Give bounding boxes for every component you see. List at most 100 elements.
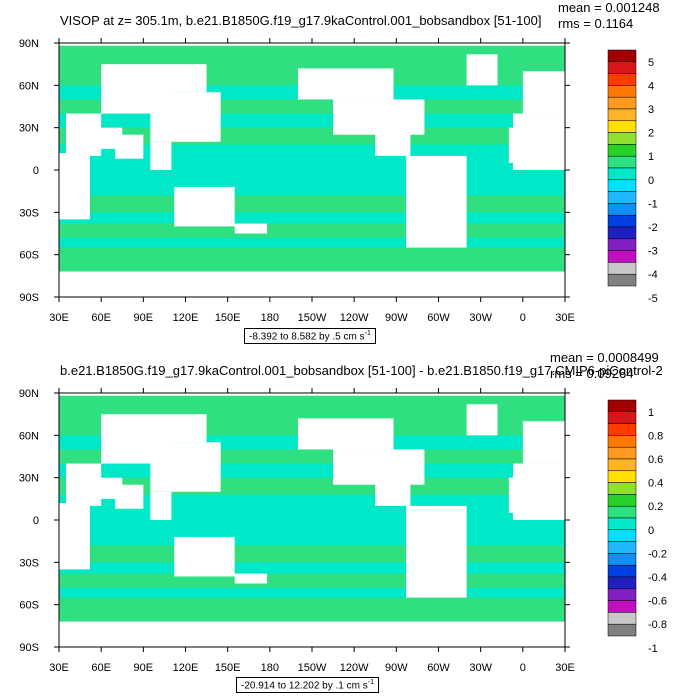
x-tick-label: 120W xyxy=(340,662,369,674)
land-mask xyxy=(234,573,268,584)
colorbar-cell xyxy=(607,517,637,531)
colorbar-cell xyxy=(607,226,637,240)
x-tick-label: 90E xyxy=(134,312,154,324)
x-tick-label: 180 xyxy=(261,662,279,674)
colorbar-label: -5 xyxy=(648,293,658,305)
y-tick-label: 90N xyxy=(19,38,39,50)
colorbar-cell xyxy=(607,250,637,263)
y-tick-label: 60S xyxy=(19,600,39,612)
x-tick-label: 60E xyxy=(91,662,111,674)
x-tick-label: 30E xyxy=(49,312,69,324)
x-tick-label: 90W xyxy=(385,312,408,324)
colorbar-cell xyxy=(607,470,637,483)
colorbar-cell xyxy=(607,588,637,601)
colorbar-cell xyxy=(607,61,637,74)
colorbar-cell xyxy=(607,423,637,436)
land-mask xyxy=(406,155,467,248)
colorbar-label: 2 xyxy=(648,128,654,140)
mean-stat: mean = 0.0008499 xyxy=(550,350,659,365)
land-mask xyxy=(512,463,565,520)
colorbar-cell xyxy=(607,600,637,613)
colorbar-cell xyxy=(607,73,637,86)
colorbar-label: -0.2 xyxy=(648,548,667,560)
x-tick-label: 180 xyxy=(261,312,279,324)
land-mask xyxy=(150,141,172,170)
antarctica-mask xyxy=(59,271,565,297)
x-tick-label: 150W xyxy=(298,312,327,324)
y-tick-label: 0 xyxy=(33,515,39,527)
colorbar-label: 1 xyxy=(648,407,654,419)
colorbar-cell xyxy=(607,576,637,590)
chart-panel-2: b.e21.B1850G.f19_g17.9kaControl.001_bobs… xyxy=(0,350,700,700)
colorbar-cell xyxy=(607,120,637,133)
x-tick-label: 30W xyxy=(469,312,492,324)
x-tick-label: 30E xyxy=(49,662,69,674)
x-tick-label: 90W xyxy=(385,662,408,674)
antarctica-mask xyxy=(59,621,565,647)
colorbar-label: -0.8 xyxy=(648,619,667,631)
land-mask xyxy=(115,134,144,159)
colorbar-cell xyxy=(607,494,637,507)
contour-range-unit-exponent: -1 xyxy=(367,679,374,686)
colorbar-cell xyxy=(607,96,637,110)
colorbar-cell xyxy=(607,132,637,145)
x-tick-label: 90E xyxy=(134,662,154,674)
land-mask xyxy=(87,477,123,499)
x-tick-label: 60W xyxy=(427,312,450,324)
colorbar-label: 1 xyxy=(648,151,654,163)
land-mask xyxy=(466,404,498,436)
land-mask xyxy=(333,99,425,135)
x-tick-label: 60W xyxy=(427,662,450,674)
colorbar-cell xyxy=(607,85,637,98)
land-mask xyxy=(87,127,123,149)
colorbar-cell xyxy=(607,49,637,63)
colorbar-cell xyxy=(607,214,637,228)
colorbar-cell xyxy=(607,262,637,275)
x-tick-label: 150W xyxy=(298,662,327,674)
land-mask xyxy=(115,484,144,509)
colorbar-cell xyxy=(607,564,637,578)
colorbar-cell xyxy=(607,144,637,157)
y-tick-label: 60N xyxy=(19,80,39,92)
colorbar-label: -0.6 xyxy=(648,596,667,608)
contour-range-box: -20.914 to 12.202 by .1 cm s-1 xyxy=(236,677,379,694)
x-tick-label: 0 xyxy=(520,312,526,324)
colorbar-cell xyxy=(607,505,637,519)
colorbar-label: 3 xyxy=(648,104,654,116)
positive-band xyxy=(59,195,565,213)
colorbar-cell xyxy=(607,179,637,192)
colorbar-cell xyxy=(607,458,637,472)
land-mask xyxy=(297,418,394,450)
colorbar-label: 0 xyxy=(648,525,654,537)
land-mask xyxy=(512,113,565,170)
colorbar-label: -2 xyxy=(648,222,658,234)
y-tick-label: 30S xyxy=(19,557,39,569)
colorbar-label: 0.8 xyxy=(648,430,663,442)
x-tick-label: 120E xyxy=(173,312,199,324)
land-mask xyxy=(199,92,221,121)
colorbar-cell xyxy=(607,238,637,251)
colorbar-label: 0.4 xyxy=(648,478,663,490)
land-mask xyxy=(174,536,235,577)
colorbar-cell xyxy=(607,435,637,448)
colorbar-cell xyxy=(607,446,637,460)
y-tick-label: 30N xyxy=(19,473,39,485)
land-mask xyxy=(101,64,207,93)
x-tick-label: 120W xyxy=(340,312,369,324)
positive-band xyxy=(59,545,565,563)
contour-range-text: -8.392 to 8.582 by .5 cm s xyxy=(249,331,365,343)
contour-range-box: -8.392 to 8.582 by .5 cm s-1 xyxy=(244,328,376,345)
x-tick-label: 0 xyxy=(520,662,526,674)
colorbar-cell xyxy=(607,108,637,122)
colorbar-label: 0.6 xyxy=(648,454,663,466)
land-mask xyxy=(375,480,411,506)
colorbar-cell xyxy=(607,399,637,413)
land-mask xyxy=(101,414,207,443)
land-mask xyxy=(199,442,221,471)
colorbar-cell xyxy=(607,203,637,216)
chart-panel-1: VISOP at z= 305.1m, b.e21.B1850G.f19_g17… xyxy=(19,0,660,345)
colorbar-cell xyxy=(607,155,637,169)
colorbar-label: 5 xyxy=(648,57,654,69)
colorbar-cell xyxy=(607,623,637,637)
x-tick-label: 60E xyxy=(91,312,111,324)
